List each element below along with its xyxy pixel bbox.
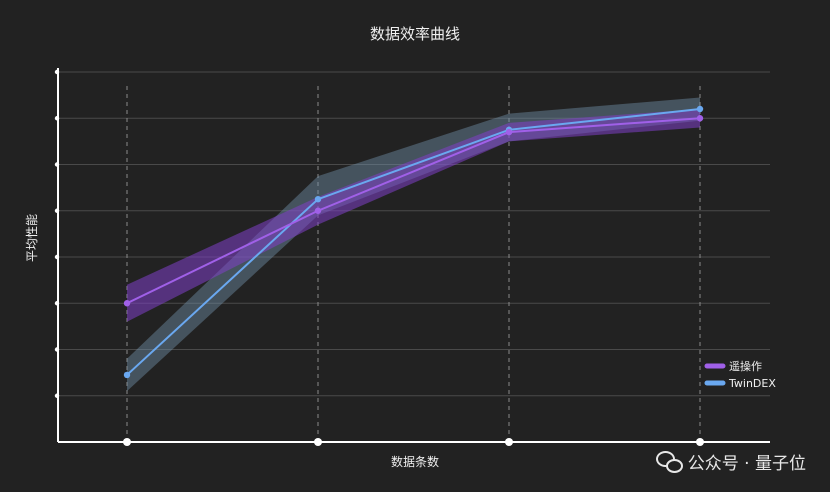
point-series-0-0 [123,300,131,307]
point-series-0-1 [314,207,322,214]
x-tick-2 [505,438,513,446]
y-tick-1 [54,347,60,352]
x-axis-label: 数据条数 [391,454,439,469]
series-lines [123,105,704,379]
watermark-text: 公众号 · 量子位 [687,454,806,474]
legend-label-0: 遥操作 [729,359,762,373]
point-series-0-2 [505,128,513,136]
point-series-1-0 [123,371,131,379]
chart-title: 数据效率曲线 [370,25,460,43]
band-series-0 [127,109,700,322]
x-tick-0 [123,438,131,446]
y-tick-4 [54,208,60,213]
wechat-icon [655,450,683,473]
y-tick-7 [54,69,60,75]
y-axis-label: 平均性能 [25,214,39,262]
y-tick-6 [54,116,60,121]
point-series-0-3 [696,115,704,122]
x-tick-1 [314,438,322,446]
legend: 遥操作 TwinDEX [704,359,776,390]
x-tick-3 [696,438,704,446]
y-tick-2 [54,301,60,306]
confidence-bands [127,97,700,392]
y-tick-5 [54,162,60,167]
point-series-1-3 [696,105,704,113]
line-series-0 [126,117,701,305]
vertical-guides [126,86,701,442]
axes [54,68,770,446]
y-tick-0 [54,393,60,398]
watermark: 公众号 · 量子位 [655,449,806,474]
line-series-1 [126,108,701,376]
y-tick-3 [54,254,60,260]
point-series-1-1 [314,195,322,203]
legend-label-1: TwinDEX [728,377,776,390]
band-series-1 [127,97,700,392]
